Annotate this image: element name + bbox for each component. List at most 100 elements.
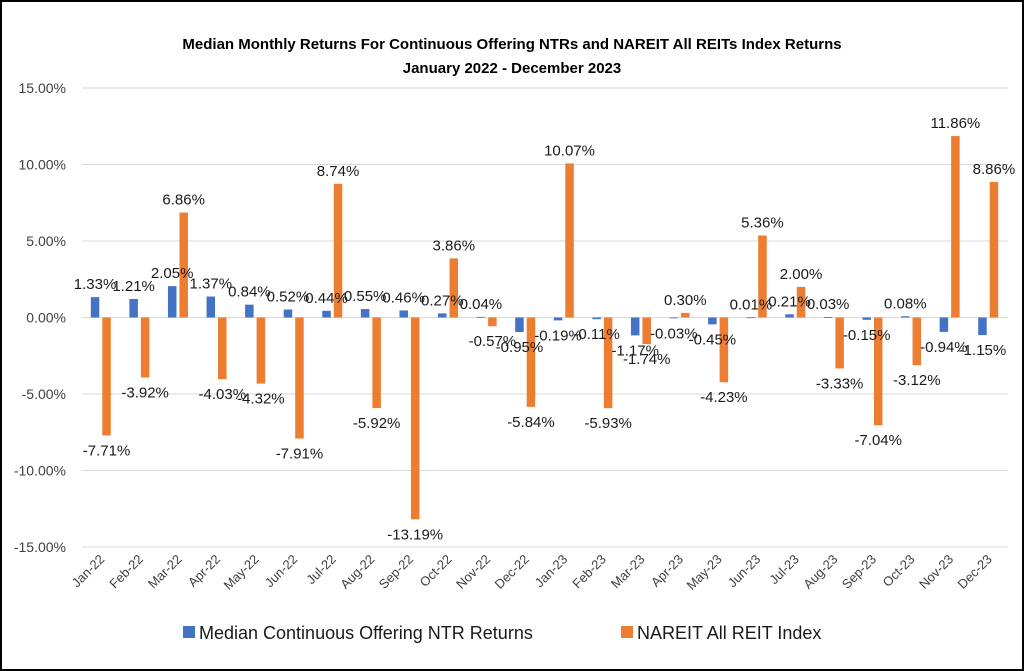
data-label-nareit: 3.86% [433,237,476,254]
data-label-ntr: 0.21% [768,293,811,310]
x-tick-label: Nov-23 [916,552,956,592]
data-label-nareit: -5.92% [353,415,401,432]
bars [90,136,999,520]
data-label-nareit: 8.74% [317,163,360,180]
bar-nareit [179,212,188,318]
data-label-ntr: -0.95% [496,339,544,356]
bar-nareit [989,181,999,318]
x-tick-label: Feb-23 [569,552,609,592]
bar-nareit [912,317,922,366]
data-label-ntr: 2.05% [151,265,194,282]
x-tick-label: Jul-23 [766,552,802,588]
data-label-nareit: -0.57% [469,333,517,350]
x-tick-label: Jan-22 [69,552,108,591]
bar-nareit [488,317,497,327]
data-label-ntr: -1.15% [959,342,1007,359]
data-labels: 1.33%1.21%2.05%1.37%0.84%0.52%0.44%0.55%… [74,115,1015,543]
data-label-ntr: 0.84% [228,284,271,301]
bar-nareit [565,163,574,318]
data-label-nareit: -5.93% [584,415,632,432]
data-label-nareit: 5.36% [741,214,784,231]
data-label-ntr: 1.37% [190,276,233,293]
x-tick-label: Oct-23 [879,552,917,590]
bar-ntr [978,317,987,336]
x-tick-label: Oct-22 [416,552,454,590]
y-tick-label: 0.00% [26,310,66,326]
x-tick-label: Mar-23 [608,552,648,592]
bar-nareit [333,183,343,318]
bar-nareit [526,317,536,407]
bar-ntr [553,317,563,321]
y-tick-label: 15.00% [19,80,66,96]
data-label-nareit: -7.91% [276,446,324,463]
bar-nareit [218,317,227,380]
bar-nareit [102,317,111,436]
x-tick-label: Mar-22 [145,552,185,592]
x-tick-label: Dec-23 [955,552,995,592]
x-tick-label: Jun-22 [262,552,301,591]
data-label-ntr: -0.03% [650,325,698,342]
data-label-ntr: 0.08% [884,295,927,312]
y-tick-label: -5.00% [22,386,66,402]
bar-nareit [449,258,459,318]
bar-ntr [592,317,601,320]
bar-nareit [681,312,690,318]
bar-nareit [873,317,883,426]
data-label-nareit: -4.23% [700,389,748,406]
data-label-ntr: -0.15% [843,327,891,344]
data-label-ntr: -0.19% [534,327,582,344]
data-label-nareit: 0.30% [664,292,707,309]
data-label-nareit: -3.12% [893,372,941,389]
bar-nareit [719,317,729,383]
y-tick-label: 10.00% [19,157,66,173]
bar-nareit [796,286,806,318]
bar-ntr [669,317,679,319]
bar-ntr [515,317,524,333]
x-tick-label: Sep-23 [839,552,879,592]
legend-swatch-ntr [183,626,195,638]
bar-ntr [167,286,177,318]
x-tick-label: Dec-22 [492,552,532,592]
x-tick-label: Feb-22 [106,552,146,592]
y-tick-label: -10.00% [14,463,66,479]
data-label-nareit: 10.07% [544,142,595,159]
x-tick-label: Sep-22 [376,552,416,592]
bar-ntr [322,310,331,318]
bar-ntr [438,313,447,318]
bar-nareit [758,235,767,318]
data-label-ntr: -1.17% [611,342,659,359]
data-label-ntr: 0.04% [460,296,503,313]
legend: Median Continuous Offering NTR Returns N… [183,623,821,643]
x-tick-label: May-23 [683,552,724,593]
gridlines [82,87,1008,548]
bar-ntr [823,317,833,318]
bar-nareit [835,317,844,369]
data-label-ntr: 0.52% [267,289,310,306]
bar-nareit [295,317,304,439]
bar-ntr [901,316,910,318]
data-label-nareit: -13.19% [387,526,443,543]
x-tick-label: Jul-22 [303,552,339,588]
bar-ntr [476,316,486,318]
bar-ntr [129,298,138,318]
x-tick-label: Jan-23 [532,552,571,591]
data-label-ntr: 1.21% [112,278,155,295]
bar-nareit [410,317,420,520]
y-tick-label: 5.00% [26,233,66,249]
bar-ntr [360,309,370,318]
chart-title: Median Monthly Returns For Continuous Of… [182,36,841,53]
data-label-ntr: 0.27% [421,292,464,309]
data-label-ntr: 0.01% [730,296,773,313]
data-label-nareit: -4.32% [237,391,285,408]
bar-ntr [90,297,100,318]
bar-ntr [399,310,408,318]
data-label-nareit: -3.92% [121,384,169,401]
data-label-ntr: -0.45% [689,331,737,348]
data-label-ntr: -0.94% [920,339,968,356]
bar-nareit [642,317,651,345]
chart-subtitle: January 2022 - December 2023 [403,60,621,77]
data-label-nareit: -7.04% [854,432,902,449]
data-label-ntr: 0.03% [807,296,850,313]
